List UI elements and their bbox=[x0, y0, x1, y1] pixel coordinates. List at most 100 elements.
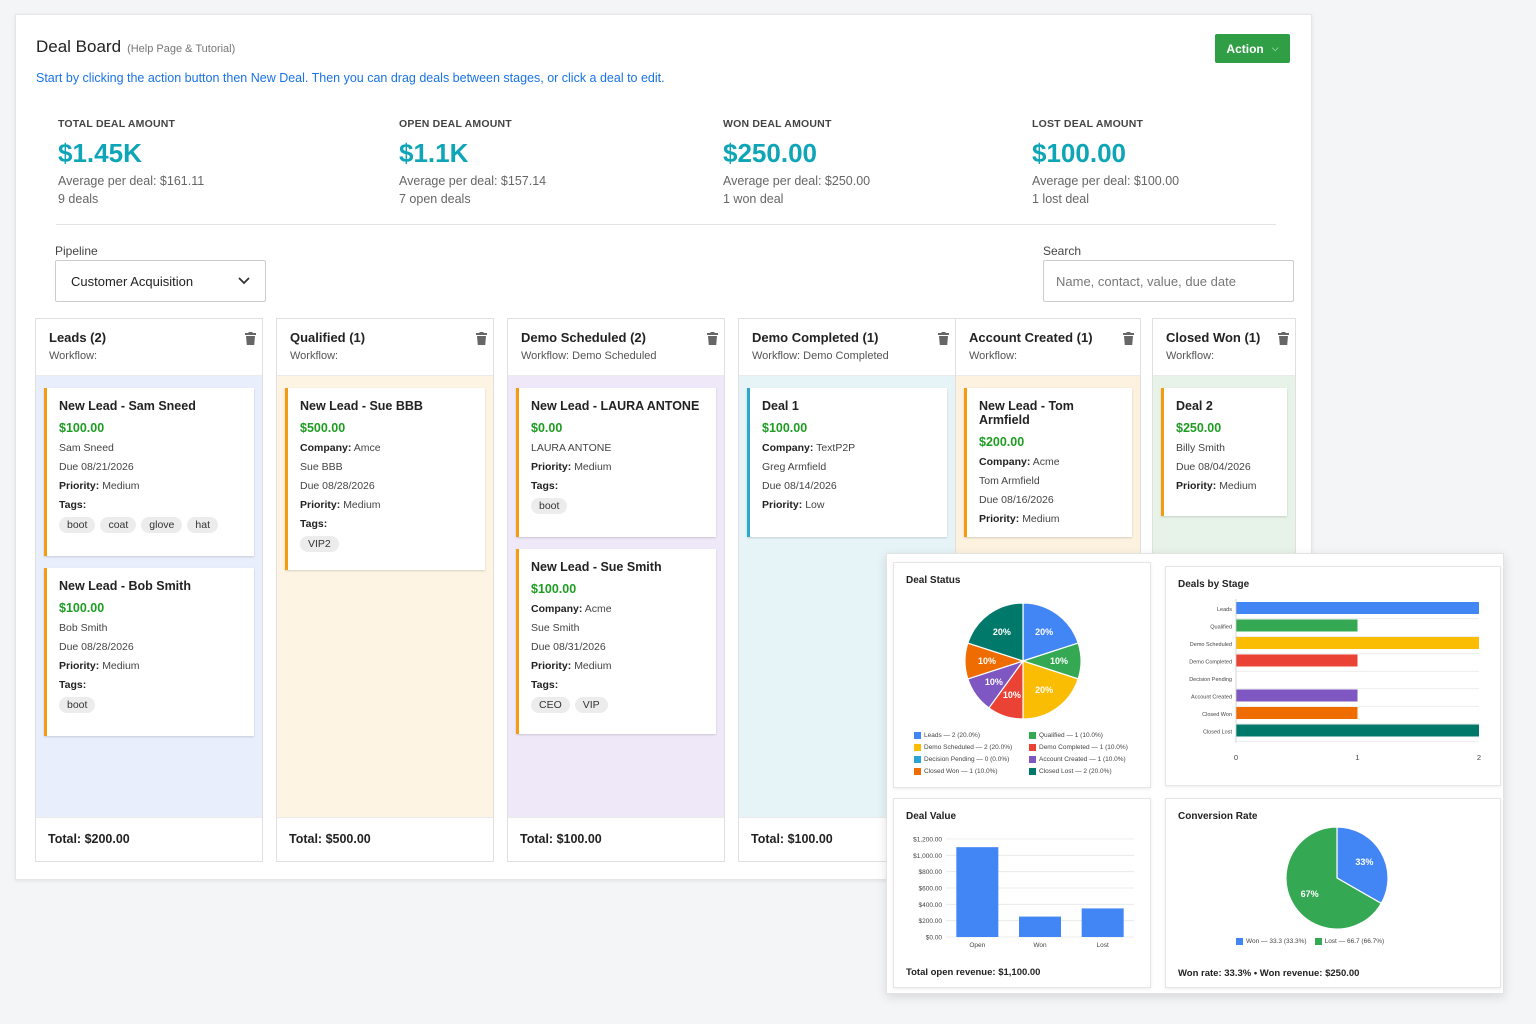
legend-item: Demo Scheduled — 2 (20.0%) bbox=[914, 744, 1029, 751]
legend-label: Closed Won — 1 (10.0%) bbox=[924, 768, 998, 775]
category-label: Demo Completed bbox=[1189, 660, 1232, 666]
category-label: Won bbox=[1033, 942, 1047, 949]
trash-icon[interactable] bbox=[707, 332, 718, 345]
deal-company: Company: Acme bbox=[531, 603, 704, 615]
field-label: Priority: bbox=[300, 499, 341, 511]
axis-tick-label: 2 bbox=[1477, 753, 1481, 762]
conversion-legend: Won — 33.3 (33.3%) Lost — 66.7 (66.7%) bbox=[1236, 938, 1476, 945]
column-title: Qualified (1) bbox=[290, 330, 366, 345]
pipeline-select[interactable]: Customer Acquisition bbox=[55, 260, 266, 302]
deal-tags-label: Tags: bbox=[59, 679, 242, 691]
bar bbox=[1236, 637, 1479, 649]
field-value: TextP2P bbox=[816, 442, 856, 454]
stat-value: $1.45K bbox=[58, 138, 142, 168]
column-header: Qualified (1) Workflow: bbox=[277, 319, 493, 376]
column-leads: Leads (2) Workflow: New Lead - Sam Sneed $1… bbox=[35, 318, 263, 862]
field-value: Medium bbox=[574, 461, 612, 473]
deal-amount: $100.00 bbox=[59, 421, 105, 435]
stat-count: 1 lost deal bbox=[1032, 192, 1089, 206]
tag-list: boot bbox=[59, 697, 242, 713]
deal-card[interactable]: New Lead - Sue BBB $500.00 Company: Amce Su… bbox=[285, 388, 485, 570]
deal-card[interactable]: Deal 2 $250.00 Billy Smith Due 08/04/2026 Pr… bbox=[1161, 388, 1287, 516]
deal-company: Company: Amce bbox=[300, 442, 473, 454]
legend-label: Leads — 2 (20.0%) bbox=[924, 732, 981, 739]
column-title: Account Created (1) bbox=[969, 330, 1093, 345]
axis-tick-label: 1 bbox=[1355, 753, 1359, 762]
pie-slice bbox=[1022, 602, 1079, 662]
trash-icon[interactable] bbox=[245, 332, 256, 345]
bar bbox=[1236, 689, 1358, 702]
field-value: Medium bbox=[1022, 513, 1060, 525]
stat-label: TOTAL DEAL AMOUNT bbox=[58, 118, 176, 130]
action-button[interactable]: Action ⌵ bbox=[1215, 34, 1290, 63]
deal-priority: Priority: Medium bbox=[59, 480, 242, 492]
conversion-footer: Won rate: 33.3% • Won revenue: $250.00 bbox=[1178, 968, 1360, 979]
trash-icon[interactable] bbox=[1278, 332, 1289, 345]
deal-amount: $200.00 bbox=[979, 435, 1025, 449]
axis-tick-label: $1,000.00 bbox=[913, 853, 942, 860]
deal-title: Deal 1 bbox=[762, 399, 799, 413]
column-title: Closed Won (1) bbox=[1166, 330, 1261, 345]
page-title: Deal Board bbox=[36, 37, 122, 56]
help-link[interactable]: (Help Page & Tutorial) bbox=[127, 43, 236, 55]
instructions-text: Start by clicking the action button then… bbox=[36, 71, 665, 85]
field-label: Priority: bbox=[531, 660, 572, 672]
column-body: New Lead - LAURA ANTONE $0.00 LAURA ANTONE… bbox=[508, 376, 724, 817]
deal-priority: Priority: Low bbox=[762, 499, 935, 511]
chevron-down-icon bbox=[238, 277, 250, 285]
stat-total: TOTAL DEAL AMOUNT $1.45K Average per dea… bbox=[58, 118, 204, 206]
deal-card[interactable]: New Lead - Tom Armfield $200.00 Company: A… bbox=[964, 388, 1132, 537]
deal-value-footer: Total open revenue: $1,100.00 bbox=[906, 967, 1041, 978]
pie-slice bbox=[1336, 826, 1389, 905]
action-button-label: Action bbox=[1226, 41, 1264, 56]
field-label: Company: bbox=[762, 442, 814, 454]
stat-average: Average per deal: $161.11 bbox=[58, 174, 205, 188]
field-label: Priority: bbox=[762, 499, 803, 511]
column-workflow: Workflow: bbox=[1166, 350, 1215, 362]
deal-due-date: Due 08/04/2026 bbox=[1176, 461, 1251, 473]
deal-contact: Bob Smith bbox=[59, 622, 108, 634]
axis-tick-label: $600.00 bbox=[919, 886, 943, 893]
deal-contact: Sam Sneed bbox=[59, 442, 114, 454]
field-value: Acme bbox=[584, 603, 612, 615]
stat-value: $100.00 bbox=[1032, 138, 1126, 168]
trash-icon[interactable] bbox=[938, 332, 949, 345]
column-title: Demo Scheduled (2) bbox=[521, 330, 646, 345]
slice-label: 10% bbox=[1050, 656, 1068, 666]
deal-card[interactable]: Deal 1 $100.00 Company: TextP2P Greg Armfie… bbox=[747, 388, 947, 537]
stat-value: $1.1K bbox=[399, 138, 469, 168]
stat-label: LOST DEAL AMOUNT bbox=[1032, 118, 1144, 130]
conversion-rate-chart: Conversion Rate 33% 67% Won — 33.3 (33.3%… bbox=[1165, 798, 1501, 988]
tag-list: boot bbox=[531, 498, 704, 514]
deal-company: Company: TextP2P bbox=[762, 442, 935, 454]
column-title: Demo Completed (1) bbox=[752, 330, 879, 345]
deal-card[interactable]: New Lead - Sam Sneed $100.00 Sam Sneed Due … bbox=[44, 388, 254, 556]
trash-icon[interactable] bbox=[1123, 332, 1134, 345]
field-label: Priority: bbox=[1176, 480, 1217, 492]
column-workflow: Workflow: bbox=[290, 350, 339, 362]
chart-title: Deal Value bbox=[906, 811, 957, 822]
field-label: Tags: bbox=[531, 480, 559, 492]
legend-swatch bbox=[914, 732, 921, 739]
trash-icon[interactable] bbox=[476, 332, 487, 345]
column-total: Total: $500.00 bbox=[277, 817, 493, 861]
deal-card[interactable]: New Lead - Bob Smith $100.00 Bob Smith Due … bbox=[44, 568, 254, 736]
deals-by-stage-bars: 0 1 2 Leads Qualified Demo Scheduled Demo Comp… bbox=[1189, 599, 1481, 762]
stat-open: OPEN DEAL AMOUNT $1.1K Average per deal:… bbox=[399, 118, 546, 206]
deal-card[interactable]: New Lead - Sue Smith $100.00 Company: Acme… bbox=[516, 549, 716, 734]
chevron-down-icon: ⌵ bbox=[1271, 43, 1279, 53]
column-workflow: Workflow: bbox=[969, 350, 1018, 362]
deal-card[interactable]: New Lead - LAURA ANTONE $0.00 LAURA ANTONE… bbox=[516, 388, 716, 537]
category-label: Decision Pending bbox=[1189, 677, 1232, 683]
category-label: Qualified bbox=[1210, 625, 1232, 631]
legend-swatch bbox=[1236, 938, 1243, 945]
deal-amount: $100.00 bbox=[59, 601, 105, 615]
deal-amount: $100.00 bbox=[531, 582, 577, 596]
column-body: New Lead - Sam Sneed $100.00 Sam Sneed Due … bbox=[36, 376, 262, 817]
axis-tick-label: $200.00 bbox=[919, 918, 943, 925]
legend-swatch bbox=[1029, 732, 1036, 739]
legend-item: Qualified — 1 (10.0%) bbox=[1029, 732, 1144, 739]
deal-tags-label: Tags: bbox=[59, 499, 242, 511]
search-input[interactable] bbox=[1043, 260, 1294, 302]
category-label: Closed Lost bbox=[1203, 730, 1233, 736]
